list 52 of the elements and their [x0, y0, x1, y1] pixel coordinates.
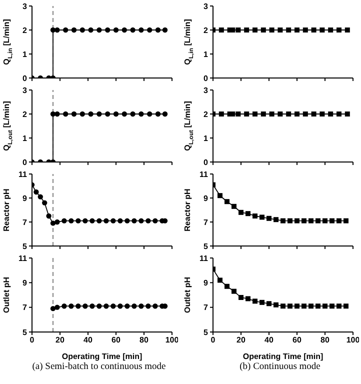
y-tick-label: 2	[204, 26, 209, 35]
x-tick-label: 60	[292, 336, 302, 345]
y-axis-title: Reactor pH	[183, 188, 192, 232]
text: (a) Semi-batch to continuous mode	[31, 362, 167, 372]
y-tick-label: 1	[204, 50, 209, 59]
y-tick-label: 3	[204, 2, 209, 11]
y-tick-label: 5	[22, 328, 28, 337]
y-tick-label: 0	[204, 158, 209, 167]
y-tick-label: 3	[22, 2, 28, 11]
y-tick-label: 9	[22, 278, 28, 288]
x-tick-label: 20	[56, 336, 65, 345]
y-tick-label: 2	[204, 110, 209, 119]
x-tick-label: 60	[112, 336, 121, 345]
text: (b) Continuous mode	[238, 362, 322, 372]
y-tick-label: 7	[22, 303, 28, 312]
y-tick-label: 11	[200, 170, 209, 179]
y-tick-label: 1	[22, 50, 28, 59]
y-tick-label: 0	[204, 74, 209, 83]
y-tick-label: 11	[18, 254, 28, 263]
y-tick-label: 7	[204, 218, 209, 227]
y-tick-label: 7	[204, 303, 209, 312]
x-axis-title: Operating Time [min]	[242, 352, 324, 361]
y-tick-label: 9	[22, 194, 28, 203]
y-tick-label: 9	[204, 278, 209, 288]
y-tick-label: 11	[18, 170, 28, 179]
y-tick-label: 0	[22, 74, 28, 83]
y-tick-label: 3	[204, 86, 209, 95]
y-tick-label: 3	[22, 86, 28, 95]
x-tick-label: 100	[165, 336, 180, 345]
y-axis-title: Reactor pH	[2, 188, 11, 232]
y-tick-label: 0	[22, 158, 28, 167]
x-tick-label: 0	[30, 336, 35, 345]
y-axis-title: Outlet pH	[183, 276, 192, 313]
y-tick-label: 11	[200, 254, 209, 263]
y-tick-label: 7	[22, 218, 28, 227]
x-axis-title: Operating Time [min]	[62, 352, 142, 361]
x-tick-label: 80	[320, 336, 330, 345]
y-tick-label: 9	[204, 194, 209, 203]
x-tick-label: 0	[210, 336, 216, 345]
x-tick-label: 40	[264, 336, 274, 345]
y-tick-label: 2	[22, 110, 28, 119]
y-tick-label: 1	[22, 134, 28, 143]
y-tick-label: 5	[204, 242, 209, 251]
x-tick-label: 80	[140, 336, 149, 345]
x-tick-label: 40	[84, 336, 93, 345]
y-tick-label: 1	[204, 134, 209, 143]
y-tick-label: 2	[22, 26, 28, 35]
y-tick-label: 5	[22, 242, 28, 251]
x-tick-label: 20	[236, 336, 246, 345]
y-axis-title: Outlet pH	[2, 276, 11, 313]
x-tick-label: 100	[346, 336, 360, 345]
y-tick-label: 5	[204, 328, 209, 337]
